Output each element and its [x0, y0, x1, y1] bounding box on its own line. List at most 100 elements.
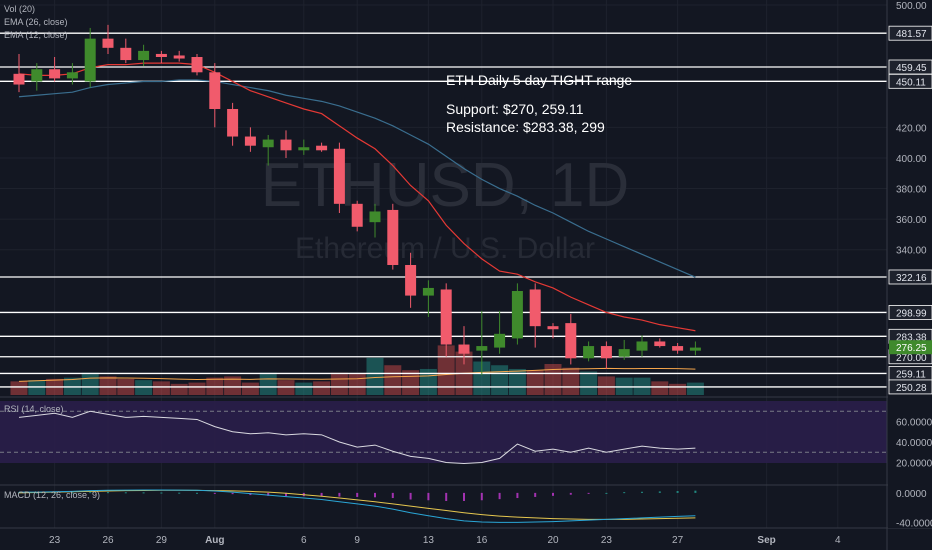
- candle: [13, 53, 25, 93]
- macd-histogram-bar: [516, 492, 519, 499]
- volume-ma-line: [18, 367, 696, 382]
- price-tick-label: 380.00: [896, 185, 927, 196]
- candle-body: [636, 341, 648, 351]
- volume-bar: [348, 373, 366, 395]
- candle-body: [138, 50, 150, 61]
- macd-tick-label: 0.0000: [896, 489, 927, 500]
- price-tick-label: 400.00: [896, 154, 927, 165]
- candle-body: [600, 346, 612, 359]
- candle: [333, 142, 345, 213]
- volume-bar: [562, 367, 580, 395]
- macd-histogram-bar: [605, 492, 608, 494]
- macd-histogram-bar: [498, 492, 501, 500]
- horizontal-levels: [0, 32, 887, 388]
- candle-body: [120, 47, 132, 61]
- candle-body: [547, 326, 559, 330]
- macd-histogram-bar: [658, 491, 661, 493]
- macd-histogram-bar: [285, 492, 287, 497]
- macd-histogram-bar: [320, 492, 323, 497]
- macd-histogram-bar: [694, 490, 697, 493]
- time-tick-label: 29: [156, 535, 168, 546]
- candle: [405, 252, 417, 308]
- macd-histogram-bar: [267, 492, 270, 496]
- macd-histogram-bar: [53, 492, 56, 494]
- volume-bar: [241, 382, 259, 395]
- time-tick-label: 16: [476, 535, 488, 546]
- volume-bar: [99, 376, 117, 395]
- legend-vol[interactable]: Vol (20): [4, 4, 35, 14]
- candle: [636, 335, 648, 357]
- level-label: 270.00: [896, 353, 927, 364]
- candle-body: [405, 265, 417, 296]
- macd-layer: [18, 489, 697, 523]
- macd-histogram-bar: [107, 492, 109, 494]
- time-tick-label: 13: [423, 535, 435, 546]
- volume-bar: [597, 376, 615, 395]
- rsi-band: [0, 401, 887, 463]
- volume-bar: [437, 345, 455, 395]
- candles-layer: [13, 24, 701, 376]
- time-tick-label: Sep: [757, 535, 775, 546]
- volume-bar: [10, 381, 28, 395]
- legend-ema12[interactable]: EMA (12, close): [4, 30, 68, 40]
- level-label: 298.99: [896, 308, 927, 319]
- volume-bar: [384, 365, 402, 395]
- rsi-layer: [0, 410, 887, 465]
- candle-body: [511, 291, 523, 339]
- macd-histogram-bar: [409, 492, 412, 500]
- macd-histogram-bar: [534, 492, 537, 497]
- candle: [31, 63, 43, 91]
- level-label-box: [888, 379, 932, 395]
- time-axis[interactable]: 23 26 29 Aug 6 9 13 16 20 23 27 Sep 4: [49, 535, 841, 546]
- annotation-box[interactable]: ETH Daily 5 day TIGHT range Support: $27…: [446, 72, 632, 135]
- candle: [494, 310, 506, 354]
- ema12-line: [18, 62, 696, 332]
- macd-histogram-bar: [623, 492, 626, 494]
- candle: [440, 283, 452, 357]
- volume-bar: [508, 368, 526, 395]
- annotation-title: ETH Daily 5 day TIGHT range: [446, 72, 632, 88]
- candle: [583, 341, 595, 362]
- level-label: 450.11: [896, 77, 926, 88]
- macd-histogram-bar: [427, 492, 430, 501]
- candle: [654, 338, 666, 348]
- annotation-support: Support: $270, 259.11: [446, 101, 584, 117]
- candle: [511, 283, 523, 345]
- level-label: 283.38: [896, 332, 927, 343]
- level-label-box: [888, 269, 932, 285]
- macd-histogram-bar: [641, 491, 643, 493]
- legend-rsi[interactable]: RSI (14, close): [4, 404, 64, 414]
- price-tick-label: 500.00: [896, 1, 927, 12]
- candle: [689, 341, 701, 356]
- macd-histogram-bar: [391, 492, 394, 499]
- candle-body: [458, 344, 470, 354]
- volume-bar: [686, 382, 704, 395]
- candle-body: [31, 69, 43, 82]
- macd-histogram-bar: [178, 492, 181, 494]
- candle: [458, 326, 470, 365]
- indicator-legend[interactable]: Vol (20) EMA (26, close) EMA (12, close): [4, 4, 68, 40]
- last-price-label: 276.25: [896, 343, 927, 354]
- volume-bar: [366, 357, 384, 395]
- candle-body: [583, 346, 595, 359]
- time-tick-label: 4: [835, 535, 841, 546]
- candle: [618, 339, 630, 360]
- macd-histogram-bar: [445, 492, 448, 501]
- candle: [262, 135, 274, 166]
- candle: [672, 343, 684, 354]
- candle: [191, 53, 203, 76]
- candle: [209, 63, 221, 128]
- legend-macd[interactable]: MACD (12, 26, close, 9): [4, 490, 100, 500]
- candle-body: [565, 323, 577, 359]
- time-tick-label: Aug: [205, 535, 224, 546]
- volume-bar: [295, 382, 313, 395]
- legend-ema26[interactable]: EMA (26, close): [4, 17, 68, 27]
- time-tick-label: 23: [49, 535, 61, 546]
- volume-bar: [669, 383, 687, 395]
- candle: [422, 280, 434, 317]
- candle: [600, 341, 612, 369]
- candle-body: [529, 289, 541, 327]
- price-axis[interactable]: 500.00 420.00 400.00 380.00 360.00 340.00 481.…: [888, 0, 932, 529]
